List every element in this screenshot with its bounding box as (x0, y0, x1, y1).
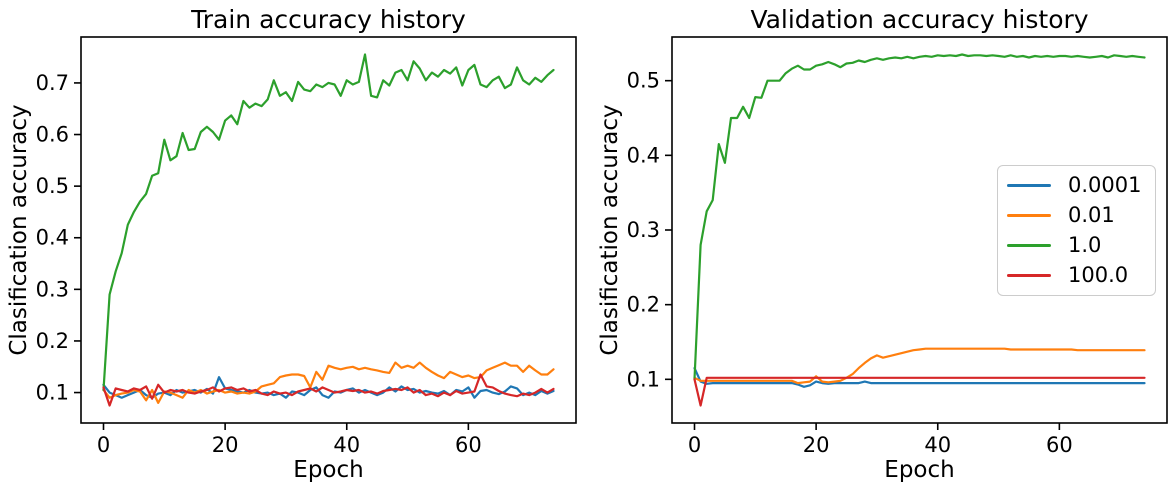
legend-label: 0.0001 (1068, 173, 1142, 198)
y-tick-label: 0.2 (627, 293, 660, 317)
x-tick-label: 0 (688, 433, 701, 457)
validation-y-axis-label: Clasification accuracy (597, 104, 623, 356)
legend-item-1.0: 1.0 (998, 231, 1155, 260)
legend: 0.0001 0.01 1.0 100.0 (997, 165, 1156, 296)
x-tick-label: 60 (1046, 433, 1073, 457)
legend-item-0.01: 0.01 (998, 201, 1155, 230)
axes-frame (671, 36, 1168, 424)
y-tick-label: 0.4 (627, 143, 660, 167)
series-line-0.0001 (693, 367, 1146, 388)
legend-label: 1.0 (1068, 232, 1102, 257)
legend-label: 0.01 (1068, 203, 1115, 228)
axes-frame (80, 36, 577, 424)
y-tick-label: 0.2 (36, 329, 69, 353)
series-line-0.0001 (102, 376, 555, 399)
x-tick-label: 0 (97, 433, 110, 457)
x-tick-label: 60 (455, 433, 482, 457)
legend-line-sample-blue (1007, 184, 1051, 188)
train-x-axis-label: Epoch (293, 457, 364, 483)
x-tick-label: 40 (924, 433, 951, 457)
legend-line-sample-red (1007, 273, 1051, 277)
legend-line-sample-orange (1007, 214, 1051, 218)
series-line-1.0 (102, 53, 555, 392)
x-tick-label: 20 (212, 433, 239, 457)
series-line-100.0 (102, 373, 555, 407)
train-chart-title: Train accuracy history (191, 5, 466, 34)
legend-item-0.0001: 0.0001 (998, 171, 1155, 200)
y-tick-label: 0.5 (36, 174, 69, 198)
y-tick-label: 0.5 (627, 69, 660, 93)
y-tick-label: 0.6 (36, 123, 69, 147)
x-tick-label: 40 (333, 433, 360, 457)
y-tick-label: 0.7 (36, 71, 69, 95)
series-line-0.01 (693, 347, 1146, 385)
validation-x-axis-label: Epoch (884, 457, 955, 483)
y-tick-label: 0.4 (36, 226, 69, 250)
train-y-axis-label: Clasification accuracy (6, 104, 32, 356)
series-line-1.0 (693, 53, 1146, 381)
legend-line-sample-green (1007, 243, 1051, 247)
y-tick-label: 0.3 (36, 277, 69, 301)
legend-label: 100.0 (1068, 262, 1129, 287)
y-tick-label: 0.1 (627, 367, 660, 391)
x-tick-label: 20 (803, 433, 830, 457)
legend-item-100.0: 100.0 (998, 261, 1155, 290)
y-tick-label: 0.1 (36, 381, 69, 405)
y-tick-label: 0.3 (627, 218, 660, 242)
validation-chart-title: Validation accuracy history (750, 5, 1089, 34)
series-line-100.0 (693, 376, 1146, 407)
